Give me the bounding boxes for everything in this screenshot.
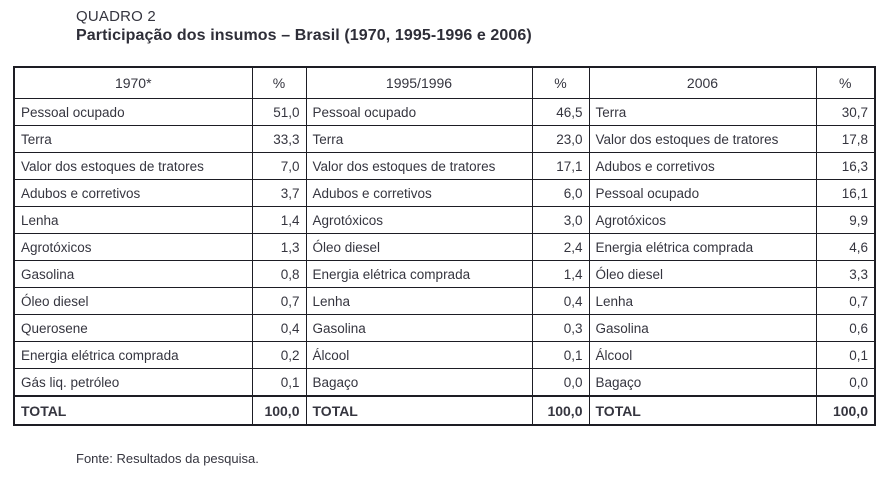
insumo-1970: Gasolina (13, 260, 253, 288)
insumo-1995: Energia elétrica comprada (305, 260, 533, 288)
pct-1995: 23,0 (531, 125, 590, 153)
pct-1995: 1,4 (531, 260, 590, 288)
insumo-1970: Óleo diesel (13, 287, 253, 315)
pct-1970: 33,3 (251, 125, 307, 153)
table-row: Lenha 1,4 Agrotóxicos 3,0 Agrotóxicos 9,… (13, 206, 876, 234)
pct-1970: 7,0 (251, 152, 307, 180)
source-note: Fonte: Resultados da pesquisa. (76, 451, 259, 466)
table-row: Adubos e corretivos 3,7 Adubos e correti… (13, 179, 876, 207)
table-row: Querosene 0,4 Gasolina 0,3 Gasolina 0,6 (13, 314, 876, 342)
insumo-1995: Bagaço (305, 368, 533, 397)
pct-2006: 0,1 (815, 341, 876, 369)
total-row: TOTAL 100,0 TOTAL 100,0 TOTAL 100,0 (13, 395, 876, 426)
pct-1995: 0,1 (531, 341, 590, 369)
insumo-1995: Pessoal ocupado (305, 98, 533, 126)
pct-1995: 0,0 (531, 368, 590, 397)
table-row: Agrotóxicos 1,3 Óleo diesel 2,4 Energia … (13, 233, 876, 261)
pct-1995: 46,5 (531, 98, 590, 126)
insumo-1970: Pessoal ocupado (13, 98, 253, 126)
insumos-table: 1970* % 1995/1996 % 2006 % Pessoal ocupa… (13, 66, 876, 426)
insumo-2006: Gasolina (588, 314, 817, 342)
total-pct-1995: 100,0 (531, 395, 590, 426)
insumo-1970: Agrotóxicos (13, 233, 253, 261)
pct-1970: 0,7 (251, 287, 307, 315)
insumo-1970: Lenha (13, 206, 253, 234)
total-pct-1970: 100,0 (251, 395, 307, 426)
pct-2006: 3,3 (815, 260, 876, 288)
table-row: Gás liq. petróleo 0,1 Bagaço 0,0 Bagaço … (13, 368, 876, 397)
table-row: Terra 33,3 Terra 23,0 Valor dos estoques… (13, 125, 876, 153)
pct-1970: 0,8 (251, 260, 307, 288)
pct-1995: 0,3 (531, 314, 590, 342)
pct-2006: 0,0 (815, 368, 876, 397)
table-row: Óleo diesel 0,7 Lenha 0,4 Lenha 0,7 (13, 287, 876, 315)
insumo-2006: Bagaço (588, 368, 817, 397)
insumo-1970: Adubos e corretivos (13, 179, 253, 207)
header-row: 1970* % 1995/1996 % 2006 % (13, 66, 876, 99)
insumo-1970: Energia elétrica comprada (13, 341, 253, 369)
pct-1995: 2,4 (531, 233, 590, 261)
total-pct-2006: 100,0 (815, 395, 876, 426)
pct-2006: 16,1 (815, 179, 876, 207)
pct-1970: 51,0 (251, 98, 307, 126)
pct-1970: 1,3 (251, 233, 307, 261)
insumo-1970: Querosene (13, 314, 253, 342)
insumo-1995: Terra (305, 125, 533, 153)
col-header-pct-1995: % (531, 66, 590, 99)
insumo-1995: Adubos e corretivos (305, 179, 533, 207)
pct-2006: 4,6 (815, 233, 876, 261)
pct-1995: 6,0 (531, 179, 590, 207)
pct-1970: 0,1 (251, 368, 307, 397)
insumo-2006: Agrotóxicos (588, 206, 817, 234)
col-header-pct-2006: % (815, 66, 876, 99)
insumo-1970: Valor dos estoques de tratores (13, 152, 253, 180)
total-label-2006: TOTAL (588, 395, 817, 426)
insumo-2006: Álcool (588, 341, 817, 369)
insumo-1995: Agrotóxicos (305, 206, 533, 234)
table-row: Energia elétrica comprada 0,2 Álcool 0,1… (13, 341, 876, 369)
col-header-1970: 1970* (13, 66, 253, 99)
col-header-2006: 2006 (588, 66, 817, 99)
total-label-1995: TOTAL (305, 395, 533, 426)
pct-1995: 17,1 (531, 152, 590, 180)
pct-2006: 0,6 (815, 314, 876, 342)
quadro-number-label: QUADRO 2 (76, 8, 156, 25)
pct-1970: 1,4 (251, 206, 307, 234)
insumo-2006: Valor dos estoques de tratores (588, 125, 817, 153)
pct-1970: 0,2 (251, 341, 307, 369)
col-header-pct-1970: % (251, 66, 307, 99)
insumo-2006: Adubos e corretivos (588, 152, 817, 180)
pct-2006: 16,3 (815, 152, 876, 180)
pct-2006: 30,7 (815, 98, 876, 126)
pct-2006: 17,8 (815, 125, 876, 153)
insumo-1995: Álcool (305, 341, 533, 369)
pct-1970: 0,4 (251, 314, 307, 342)
table-row: Pessoal ocupado 51,0 Pessoal ocupado 46,… (13, 98, 876, 126)
insumo-1970: Terra (13, 125, 253, 153)
insumo-2006: Energia elétrica comprada (588, 233, 817, 261)
insumo-1995: Lenha (305, 287, 533, 315)
insumo-1995: Gasolina (305, 314, 533, 342)
insumo-1995: Valor dos estoques de tratores (305, 152, 533, 180)
insumo-2006: Óleo diesel (588, 260, 817, 288)
total-label-1970: TOTAL (13, 395, 253, 426)
insumo-1995: Óleo diesel (305, 233, 533, 261)
insumo-1970: Gás liq. petróleo (13, 368, 253, 397)
pct-1970: 3,7 (251, 179, 307, 207)
insumo-2006: Terra (588, 98, 817, 126)
pct-1995: 3,0 (531, 206, 590, 234)
table-title: Participação dos insumos – Brasil (1970,… (76, 27, 532, 44)
insumo-2006: Lenha (588, 287, 817, 315)
table-row: Valor dos estoques de tratores 7,0 Valor… (13, 152, 876, 180)
pct-2006: 9,9 (815, 206, 876, 234)
pct-2006: 0,7 (815, 287, 876, 315)
insumo-2006: Pessoal ocupado (588, 179, 817, 207)
pct-1995: 0,4 (531, 287, 590, 315)
table-row: Gasolina 0,8 Energia elétrica comprada 1… (13, 260, 876, 288)
col-header-1995: 1995/1996 (305, 66, 533, 99)
